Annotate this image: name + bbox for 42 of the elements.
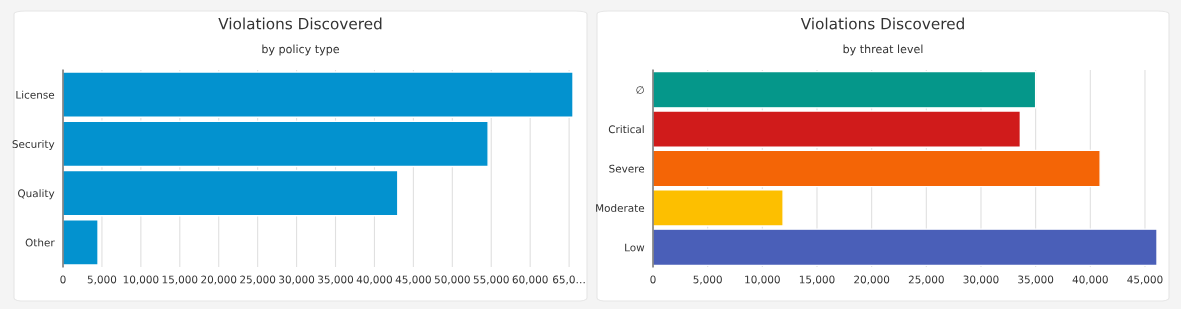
chart-title: Violations Discovered bbox=[800, 17, 964, 30]
y-tick-label: Critical bbox=[608, 125, 644, 134]
bar bbox=[63, 71, 573, 118]
x-tick-label: 25,000 bbox=[240, 275, 276, 285]
chart-subtitle: by policy type bbox=[262, 44, 340, 56]
y-tick-label: Low bbox=[625, 243, 645, 252]
y-tick-label: License bbox=[16, 90, 55, 99]
y-tick-label: Moderate bbox=[596, 203, 645, 213]
x-tick-label: 5,000 bbox=[87, 275, 117, 285]
chart-subtitle: by threat level bbox=[843, 44, 923, 56]
x-tick-label: 10,000 bbox=[745, 275, 780, 285]
bar bbox=[653, 149, 1101, 188]
x-tick-label: 65,0… bbox=[553, 275, 585, 285]
x-tick-label: 45,000 bbox=[1127, 275, 1163, 285]
chart-title: Violations Discovered bbox=[218, 17, 382, 30]
x-tick-label: 25,000 bbox=[908, 275, 944, 285]
x-tick-label: 5,000 bbox=[693, 275, 722, 285]
bar bbox=[63, 120, 489, 168]
x-tick-label: 40,000 bbox=[356, 275, 392, 285]
x-tick-label: 15,000 bbox=[799, 275, 835, 285]
x-tick-label: 30,000 bbox=[279, 275, 315, 285]
y-tick-label: Security bbox=[12, 139, 55, 150]
x-tick-label: 40,000 bbox=[1072, 275, 1108, 285]
y-tick-label: ∅ bbox=[636, 86, 644, 94]
y-tick-label: Quality bbox=[18, 189, 55, 200]
x-tick-label: 35,000 bbox=[1018, 275, 1054, 285]
y-tick-label: Other bbox=[25, 238, 55, 247]
x-tick-label: 45,000 bbox=[395, 275, 431, 285]
x-tick-label: 15,000 bbox=[162, 275, 198, 285]
x-tick-label: 60,000 bbox=[512, 275, 548, 285]
y-tick-label: Severe bbox=[609, 164, 645, 173]
bar bbox=[63, 219, 99, 266]
x-tick-label: 50,000 bbox=[434, 275, 470, 285]
x-tick-label: 20,000 bbox=[854, 275, 890, 285]
x-tick-label: 10,000 bbox=[123, 275, 159, 285]
x-tick-label: 0 bbox=[650, 275, 656, 284]
x-tick-label: 55,000 bbox=[473, 275, 509, 285]
bar bbox=[63, 169, 399, 217]
x-tick-label: 35,000 bbox=[318, 275, 354, 285]
x-tick-label: 0 bbox=[60, 275, 66, 284]
x-tick-label: 20,000 bbox=[201, 275, 237, 285]
x-tick-label: 30,000 bbox=[963, 275, 999, 285]
